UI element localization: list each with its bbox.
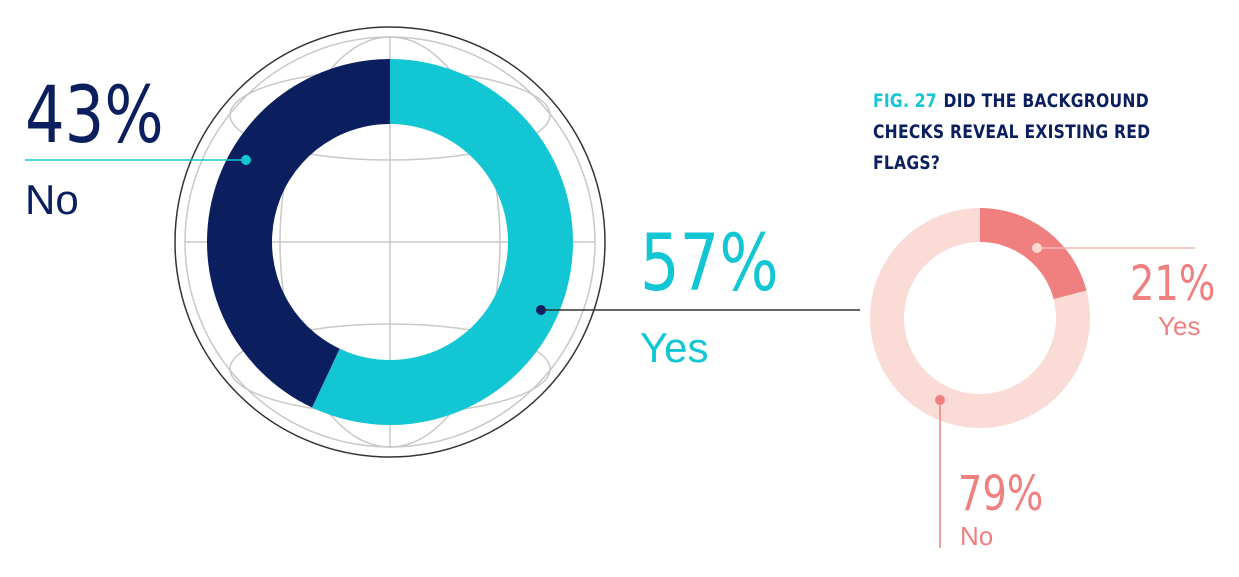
value-label: 21% (1130, 257, 1215, 312)
figure-heading: DID THE BACKGROUND CHECKS REVEAL EXISTIN… (873, 90, 1151, 174)
donut-segment (207, 59, 390, 408)
value-label: 79% (958, 467, 1043, 522)
leader-dot (536, 305, 546, 315)
donut-segment (870, 208, 1090, 428)
leader-dot (935, 395, 945, 405)
donut-segment (312, 59, 574, 426)
category-label: No (25, 176, 79, 223)
leader-dot (241, 155, 251, 165)
category-label: Yes (640, 324, 709, 371)
category-label: Yes (1158, 311, 1200, 341)
donut-segment (980, 208, 1087, 300)
figure-label: FIG. 27 (873, 90, 937, 112)
leader-dot (1032, 243, 1042, 253)
value-label: 43% (25, 69, 164, 161)
value-label: 57% (640, 217, 779, 309)
figure-title: FIG. 27 DID THE BACKGROUND CHECKS REVEAL … (873, 86, 1168, 179)
category-label: No (960, 521, 993, 551)
